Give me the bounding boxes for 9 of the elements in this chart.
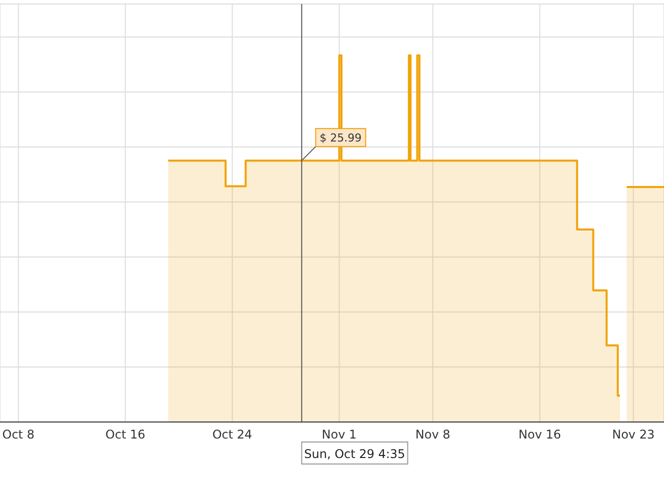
x-tick-label: Oct 24 bbox=[212, 428, 252, 442]
annotation: $ 25.99 bbox=[320, 132, 362, 145]
x-tick-label: Nov 1 bbox=[322, 428, 357, 442]
ref-line-label: Sun, Oct 29 4:35 bbox=[304, 447, 406, 461]
x-tick-label: Oct 8 bbox=[2, 428, 34, 442]
x-tick-label: Nov 16 bbox=[518, 428, 562, 442]
x-tick-label: Nov 8 bbox=[415, 428, 450, 442]
x-tick-label: Oct 16 bbox=[105, 428, 146, 442]
x-tick-label: Nov 23 bbox=[612, 428, 655, 442]
